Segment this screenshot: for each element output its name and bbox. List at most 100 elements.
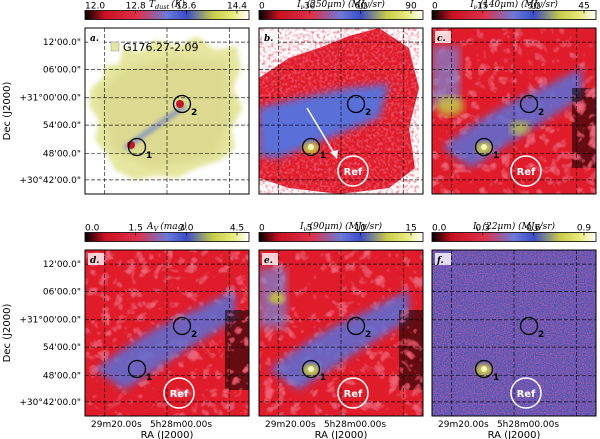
source-circle-1 <box>474 359 494 379</box>
colorbar-tick-label: 0.0 <box>85 224 100 234</box>
ra-tick-label: 5h28m00.00s <box>497 420 559 430</box>
source-circle-1 <box>474 137 494 157</box>
dec-tick-label: 54'00.0" <box>43 121 81 131</box>
ra-axis-label: RA (J2000) <box>315 430 368 439</box>
source-label: 2 <box>538 330 544 340</box>
source-label: 1 <box>493 373 499 383</box>
dec-tick-label: +30°42'00.0" <box>19 176 81 186</box>
dec-tick-label: 12'00.0" <box>43 38 81 48</box>
source-label: 1 <box>493 151 499 161</box>
map-image <box>85 250 249 416</box>
colorbar <box>431 232 597 242</box>
ref-circle <box>510 377 542 409</box>
map-image <box>259 250 423 416</box>
panel-e: Iν (90μm) (MJy/sr) 0 5 10 15 1 2 Ref e. 29m20.00s 5… <box>258 221 424 439</box>
colorbar-tick-label: 0.9 <box>577 224 592 234</box>
colorbar-tick-label: 30 <box>304 2 316 12</box>
colorbar-tick-label: 3.0 <box>179 224 194 234</box>
dec-tick-label: +31°00'00.0" <box>19 94 81 104</box>
ref-circle <box>510 155 542 187</box>
map-image <box>85 28 249 194</box>
source-circle-2 <box>346 94 366 114</box>
dec-tick-label: 06'00.0" <box>43 66 81 76</box>
ra-axis-label: RA (J2000) <box>488 430 541 439</box>
ra-tick-label: 29m20.00s <box>91 420 142 430</box>
ref-circle <box>337 155 369 187</box>
colorbar-title: Iν (250μm) (MJy/sr) <box>296 0 385 11</box>
colorbar-tick-label: 30 <box>528 2 540 12</box>
source-label: 1 <box>320 373 326 383</box>
colorbar-tick-label: 90 <box>405 2 417 12</box>
direction-arrow <box>306 107 338 159</box>
source-label: 1 <box>320 151 326 161</box>
source-circle-2 <box>519 94 539 114</box>
source-label: 2 <box>538 108 544 118</box>
panel-letter: a. <box>90 34 99 44</box>
panel-letter: d. <box>90 256 99 266</box>
map-image <box>432 250 596 416</box>
dec-tick-label: 48'00.0" <box>43 149 81 159</box>
colorbar <box>258 10 424 20</box>
panel-b: Iν (250μm) (MJy/sr) 0 30 60 90 1 2 Ref b. <box>258 0 424 195</box>
colorbar-tick-label: 0.6 <box>526 224 541 234</box>
colorbar-tick-label: 1.5 <box>129 224 143 234</box>
panel-c: Iν (140μm) (MJy/sr) 0 15 30 45 1 2 Ref c. <box>431 0 597 195</box>
source-circle-2 <box>172 94 192 114</box>
colorbar-tick-label: 14.4 <box>227 2 247 12</box>
colorbar-title: AV (mag) <box>146 221 187 233</box>
colorbar-tick-label: 12.8 <box>126 2 146 12</box>
panel-letter: b. <box>264 34 273 44</box>
dec-axis-label: Dec (J2000) <box>2 304 13 363</box>
dec-tick-label: +31°00'00.0" <box>19 316 81 326</box>
colorbar-tick-label: 0.3 <box>476 224 490 234</box>
colorbar-tick-label: 45 <box>578 2 589 12</box>
panel-letter: f. <box>436 256 444 266</box>
source-circle-2 <box>346 316 366 336</box>
source-circle-1 <box>127 359 147 379</box>
dec-tick-label: +30°42'00.0" <box>19 398 81 408</box>
source-label: 2 <box>191 330 197 340</box>
colorbar-tick-label: 5 <box>307 224 313 234</box>
ref-circle <box>163 377 195 409</box>
source-circle-2 <box>172 316 192 336</box>
source-label: 1 <box>146 373 152 383</box>
colorbar <box>258 232 424 242</box>
colorbar-tick-label: 0.0 <box>432 224 447 234</box>
ref-label: Ref <box>344 167 363 178</box>
source-label: 2 <box>365 330 371 340</box>
colorbar-title: Iν (90μm) (MJy/sr) <box>299 221 383 233</box>
dec-tick-label: 54'00.0" <box>43 343 81 353</box>
map-image <box>259 28 423 194</box>
dec-tick-label: 48'00.0" <box>43 371 81 381</box>
ra-tick-label: 5h28m00.00s <box>150 420 212 430</box>
colorbar-tick-label: 15 <box>477 2 488 12</box>
panel-letter: e. <box>264 256 273 266</box>
source-circle-2 <box>519 316 539 336</box>
ref-circle <box>337 377 369 409</box>
panel-f: Iν (22μm) (MJy/sr) 0.0 0.3 0.6 0.9 1 2 Ref f. 29m2… <box>431 221 597 439</box>
colorbar-tick-label: 0 <box>432 2 438 12</box>
colorbar <box>84 232 250 242</box>
source-circle-1 <box>127 137 147 157</box>
colorbar-title: Iν (22μm) (MJy/sr) <box>472 221 556 233</box>
colorbar-title: Iν (140μm) (MJy/sr) <box>469 0 558 11</box>
source-label: 1 <box>146 151 152 161</box>
ra-tick-label: 29m20.00s <box>438 420 489 430</box>
ra-tick-label: 29m20.00s <box>265 420 316 430</box>
panel-a: Tdust (K) 12.0 12.8 13.6 14.4 1 2 G176.27-2.09 a.… <box>2 0 250 195</box>
dec-axis-label: Dec (J2000) <box>2 82 13 141</box>
colorbar-tick-label: 0 <box>259 2 265 12</box>
colorbar <box>84 10 250 20</box>
ref-label: Ref <box>344 389 363 400</box>
colorbar-tick-label: 0 <box>259 224 265 234</box>
colorbar-tick-label: 60 <box>355 2 367 12</box>
source-circle-1 <box>301 359 321 379</box>
colorbar-tick-label: 4.5 <box>230 224 244 234</box>
ra-tick-label: 5h28m00.00s <box>324 420 386 430</box>
ref-label: Ref <box>517 389 536 400</box>
source-label: 2 <box>191 108 197 118</box>
dec-tick-label: 12'00.0" <box>43 260 81 270</box>
target-name: G176.27-2.09 <box>123 41 198 54</box>
panel-letter: c. <box>437 34 446 44</box>
colorbar-tick-label: 10 <box>355 224 367 234</box>
